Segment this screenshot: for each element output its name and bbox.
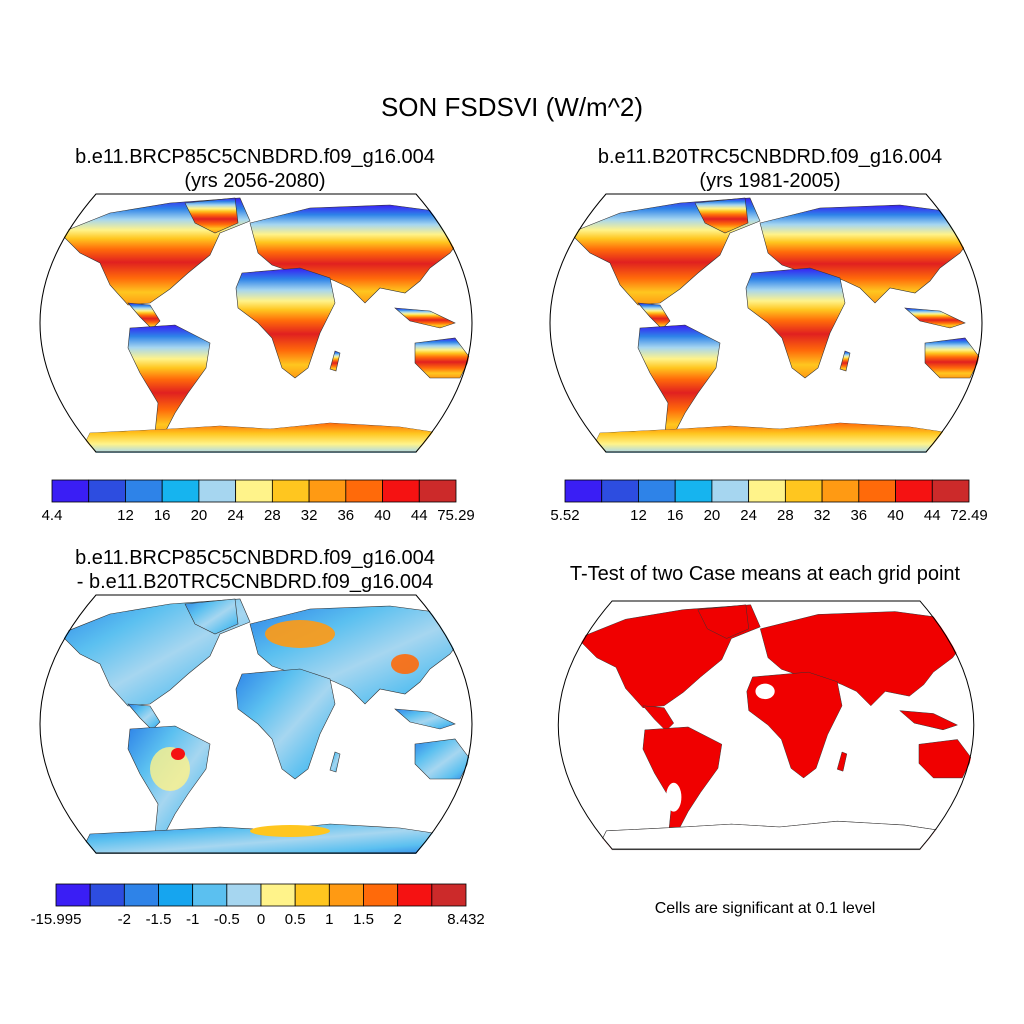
colorbar-panel3-tick-label: 1: [325, 911, 333, 928]
colorbar-panel3: -15.995 -2 -1.5 -1 -0.5 0 0.5 1 1.5 2 8.432: [31, 883, 485, 928]
colorbar-panel3-tick-label: 1.5: [353, 911, 374, 928]
colorbar-panel2-swatch: [564, 479, 603, 503]
colorbar-panel2-swatch: [858, 479, 896, 503]
panel1-title: b.e11.BRCP85C5CNBDRD.f09_g16.004 (yrs 20…: [20, 145, 490, 193]
colorbar-panel2-tick-label: 44: [924, 507, 941, 524]
map-panel4: [557, 600, 975, 851]
colorbar-panel2-swatch: [748, 479, 786, 503]
colorbar-panel1-swatch: [235, 479, 273, 503]
colorbar-panel3-tick-label: 0.5: [285, 911, 306, 928]
map-panel3: [39, 594, 473, 854]
colorbar-panel1-tick-label: 32: [301, 507, 318, 524]
panel4-title: T-Test of two Case means at each grid po…: [520, 562, 1010, 586]
colorbar-panel2-tick-label: 12: [630, 507, 647, 524]
colorbar-panel1-swatch: [198, 479, 237, 503]
colorbar-panel3-swatch: [260, 883, 296, 907]
colorbar-panel3-swatch: [328, 883, 364, 907]
colorbar-panel2-swatch: [784, 479, 823, 503]
panel1-title-line2: (yrs 2056-2080): [184, 170, 326, 192]
map-panel2: [549, 193, 983, 453]
colorbar-panel1-swatch: [308, 479, 347, 503]
colorbar-panel1-swatch: [418, 479, 457, 503]
significance-note: Cells are significant at 0.1 level: [654, 900, 876, 917]
colorbar-panel1-swatch: [161, 479, 200, 503]
colorbar-panel2-tick-label: 72.49: [950, 507, 988, 524]
colorbar-panel3-swatch: [363, 883, 399, 907]
colorbar-panel3-swatch: [158, 883, 194, 907]
panel3-title-line2: - b.e11.B20TRC5CNBDRD.f09_g16.004: [76, 571, 434, 593]
colorbar-panel1-swatch: [51, 479, 90, 503]
panel2-title-line2: (yrs 1981-2005): [699, 170, 841, 192]
colorbar-panel3-swatch: [123, 883, 159, 907]
colorbar-panel2-tick-label: 28: [777, 507, 794, 524]
colorbar-panel3-tick-label: -1: [186, 911, 199, 928]
colorbar-panel1-tick-label: 75.29: [437, 507, 475, 524]
panel4-title-line1: T-Test of two Case means at each grid po…: [569, 563, 961, 585]
colorbar-panel1-swatch: [88, 479, 126, 503]
colorbar-panel3-swatch: [431, 883, 467, 907]
colorbar-panel1-swatch: [125, 479, 163, 503]
colorbar-panel2: 5.52 12 16 20 24 28 32 36 40 44 72.49: [550, 479, 988, 524]
panel3-title: b.e11.BRCP85C5CNBDRD.f09_g16.004 - b.e11…: [20, 546, 490, 594]
colorbar-panel1-tick-label: 20: [191, 507, 208, 524]
colorbar-panel3-tick-label: 2: [393, 911, 401, 928]
panel1-title-line1: b.e11.BRCP85C5CNBDRD.f09_g16.004: [75, 146, 435, 168]
colorbar-panel3-swatch: [192, 883, 228, 907]
colorbar-panel3-swatch: [226, 883, 262, 907]
colorbar-panel1-swatch: [345, 479, 383, 503]
colorbar-panel1-swatch: [271, 479, 310, 503]
colorbar-panel2-swatch: [674, 479, 713, 503]
colorbar-panel1: 4.4 12 16 20 24 28 32 36 40 44 75.29: [42, 479, 475, 524]
colorbar-panel3-tick-label: -15.995: [31, 911, 82, 928]
colorbar-panel2-tick-label: 5.52: [550, 507, 579, 524]
colorbar-panel2-swatch: [711, 479, 750, 503]
colorbar-panel1-tick-label: 28: [264, 507, 281, 524]
colorbar-panel1-tick-label: 4.4: [42, 507, 63, 524]
colorbar-panel3-tick-label: 8.432: [447, 911, 485, 928]
colorbar-panel3-swatch: [294, 883, 330, 907]
figure-title: SON FSDSVI (W/m^2): [380, 92, 644, 122]
colorbar-panel1-tick-label: 12: [117, 507, 134, 524]
panel2-title: b.e11.B20TRC5CNBDRD.f09_g16.004 (yrs 198…: [535, 145, 1005, 193]
colorbar-panel1-tick-label: 16: [154, 507, 171, 524]
colorbar-panel3-swatch: [89, 883, 125, 907]
colorbar-panel2-tick-label: 36: [850, 507, 867, 524]
panel2-title-line1: b.e11.B20TRC5CNBDRD.f09_g16.004: [597, 146, 943, 168]
panel3-title-line1: b.e11.BRCP85C5CNBDRD.f09_g16.004: [75, 547, 435, 569]
colorbar-panel2-tick-label: 32: [814, 507, 831, 524]
colorbar-panel3-tick-label: -2: [118, 911, 131, 928]
map-panel1: [39, 193, 473, 453]
colorbar-panel3-swatch: [55, 883, 91, 907]
colorbar-panel1-swatch: [382, 479, 420, 503]
colorbar-panel3-tick-label: -1.5: [146, 911, 172, 928]
colorbar-panel2-tick-label: 24: [740, 507, 757, 524]
colorbar-panel1-tick-label: 40: [374, 507, 391, 524]
colorbar-panel2-swatch: [638, 479, 676, 503]
colorbar-panel2-swatch: [895, 479, 933, 503]
colorbar-panel1-tick-label: 44: [411, 507, 428, 524]
colorbar-panel3-swatch: [397, 883, 433, 907]
colorbar-panel2-tick-label: 20: [704, 507, 721, 524]
colorbar-panel2-swatch: [821, 479, 860, 503]
colorbar-panel3-tick-label: -0.5: [214, 911, 240, 928]
colorbar-panel1-tick-label: 36: [337, 507, 354, 524]
colorbar-panel2-swatch: [601, 479, 639, 503]
colorbar-panel2-tick-label: 16: [667, 507, 684, 524]
colorbar-panel3-tick-label: 0: [257, 911, 265, 928]
colorbar-panel2-tick-label: 40: [887, 507, 904, 524]
colorbar-panel1-tick-label: 24: [227, 507, 244, 524]
colorbar-panel2-swatch: [931, 479, 970, 503]
